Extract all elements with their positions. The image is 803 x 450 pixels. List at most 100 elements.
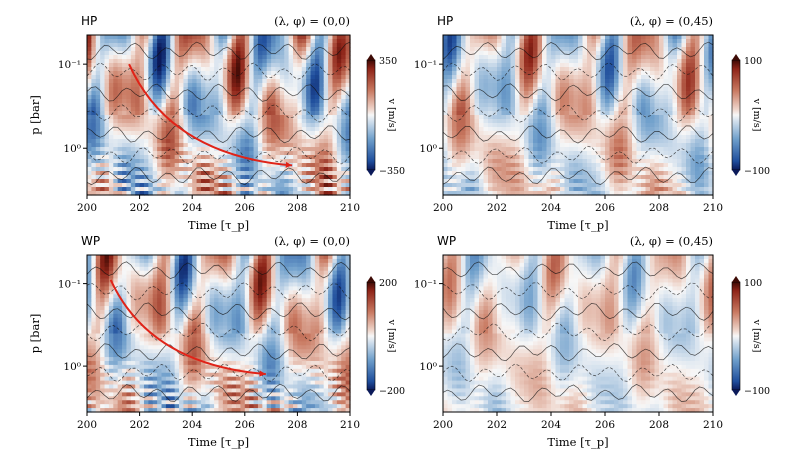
heatmap-cell: [636, 75, 642, 80]
heatmap-cell: [609, 115, 615, 120]
heatmap-cell: [636, 135, 642, 140]
heatmap-cell: [104, 59, 110, 64]
heatmap-cell: [345, 67, 351, 72]
heatmap-cell: [249, 119, 255, 124]
heatmap-cell: [587, 115, 593, 120]
heatmap-cell: [537, 183, 543, 188]
heatmap-cell: [650, 75, 656, 80]
heatmap-cell: [645, 187, 651, 192]
heatmap-cell: [627, 47, 633, 52]
heatmap-cell: [148, 87, 154, 92]
heatmap-cell: [104, 143, 110, 148]
heatmap-cell: [699, 119, 705, 124]
heatmap-cell: [214, 115, 220, 120]
heatmap-cell: [301, 63, 307, 68]
heatmap-cell: [200, 79, 206, 84]
heatmap-cell: [510, 187, 516, 192]
heatmap-cell: [479, 143, 485, 148]
heatmap-cell: [465, 127, 471, 132]
heatmap-cell: [222, 47, 228, 52]
heatmap-cell: [122, 151, 128, 156]
heatmap-cell: [139, 107, 145, 112]
heatmap-cell: [447, 63, 453, 68]
heatmap-cell: [497, 43, 503, 48]
plot-frame: [86, 34, 351, 196]
heatmap-cell: [501, 179, 507, 184]
heatmap-cell: [650, 159, 656, 164]
heatmap-cell: [681, 55, 687, 60]
heatmap-cell: [492, 67, 498, 72]
heatmap-cell: [519, 127, 525, 132]
heatmap-cell: [627, 55, 633, 60]
heatmap-cell: [681, 139, 687, 144]
heatmap-cell: [345, 99, 351, 104]
heatmap-cell: [636, 131, 642, 136]
heatmap-cell: [591, 71, 597, 76]
heatmap-cell: [332, 135, 338, 140]
heatmap-cell: [564, 51, 570, 56]
heatmap-cell: [341, 183, 347, 188]
heatmap-cell: [249, 51, 255, 56]
heatmap-cell: [108, 71, 114, 76]
heatmap-cell: [596, 119, 602, 124]
heatmap-cell: [108, 79, 114, 84]
heatmap-cell: [515, 183, 521, 188]
heatmap-cell: [690, 51, 696, 56]
heatmap-cell: [113, 111, 119, 116]
heatmap-cell: [587, 83, 593, 88]
x-tick-label: 204: [182, 202, 202, 214]
heatmap-cell: [618, 99, 624, 104]
heatmap-cell: [240, 163, 246, 168]
heatmap-cell: [443, 183, 449, 188]
heatmap-cell: [310, 95, 316, 100]
heatmap-cell: [587, 123, 593, 128]
heatmap-cell: [650, 59, 656, 64]
heatmap-cell: [95, 147, 101, 152]
heatmap-cell: [542, 191, 548, 196]
heatmap-cell: [288, 179, 294, 184]
heatmap-cell: [100, 51, 106, 56]
heatmap-cell: [528, 39, 534, 44]
x-tick-label: 206: [235, 202, 255, 214]
heatmap-cell: [205, 111, 211, 116]
heatmap-cell: [623, 111, 629, 116]
heatmap-cell: [319, 187, 325, 192]
heatmap-cell: [542, 159, 548, 164]
heatmap-cell: [483, 107, 489, 112]
heatmap-cell: [510, 99, 516, 104]
heatmap-cell: [279, 123, 285, 128]
heatmap-cell: [183, 127, 189, 132]
heatmap-cell: [100, 135, 106, 140]
heatmap-cell: [515, 127, 521, 132]
heatmap-cell: [555, 107, 561, 112]
heatmap-cell: [501, 71, 507, 76]
heatmap-cell: [510, 123, 516, 128]
heatmap-cell: [686, 175, 692, 180]
heatmap-cell: [117, 83, 123, 88]
heatmap-cell: [152, 131, 158, 136]
heatmap-cell: [196, 51, 202, 56]
heatmap-cell: [257, 179, 263, 184]
heatmap-cell: [528, 155, 534, 160]
heatmap-cell: [179, 163, 185, 168]
heatmap-cell: [95, 364, 101, 370]
heatmap-cell: [253, 51, 259, 56]
heatmap-cell: [461, 39, 467, 44]
heatmap-cell: [161, 175, 167, 180]
heatmap-cell: [605, 103, 611, 108]
heatmap-cell: [483, 103, 489, 108]
heatmap-cell: [341, 139, 347, 144]
heatmap-cell: [564, 183, 570, 188]
heatmap-cell: [600, 135, 606, 140]
heatmap-cell: [87, 51, 92, 56]
heatmap-cell: [222, 155, 228, 160]
heatmap-cell: [447, 155, 453, 160]
heatmap-cell: [528, 119, 534, 124]
heatmap-cell: [546, 119, 552, 124]
heatmap-cell: [488, 143, 494, 148]
heatmap-cell: [174, 43, 180, 48]
heatmap-cell: [519, 115, 525, 120]
heatmap-cell: [533, 39, 539, 44]
heatmap-cell: [91, 306, 97, 311]
heatmap-cell: [253, 75, 259, 80]
